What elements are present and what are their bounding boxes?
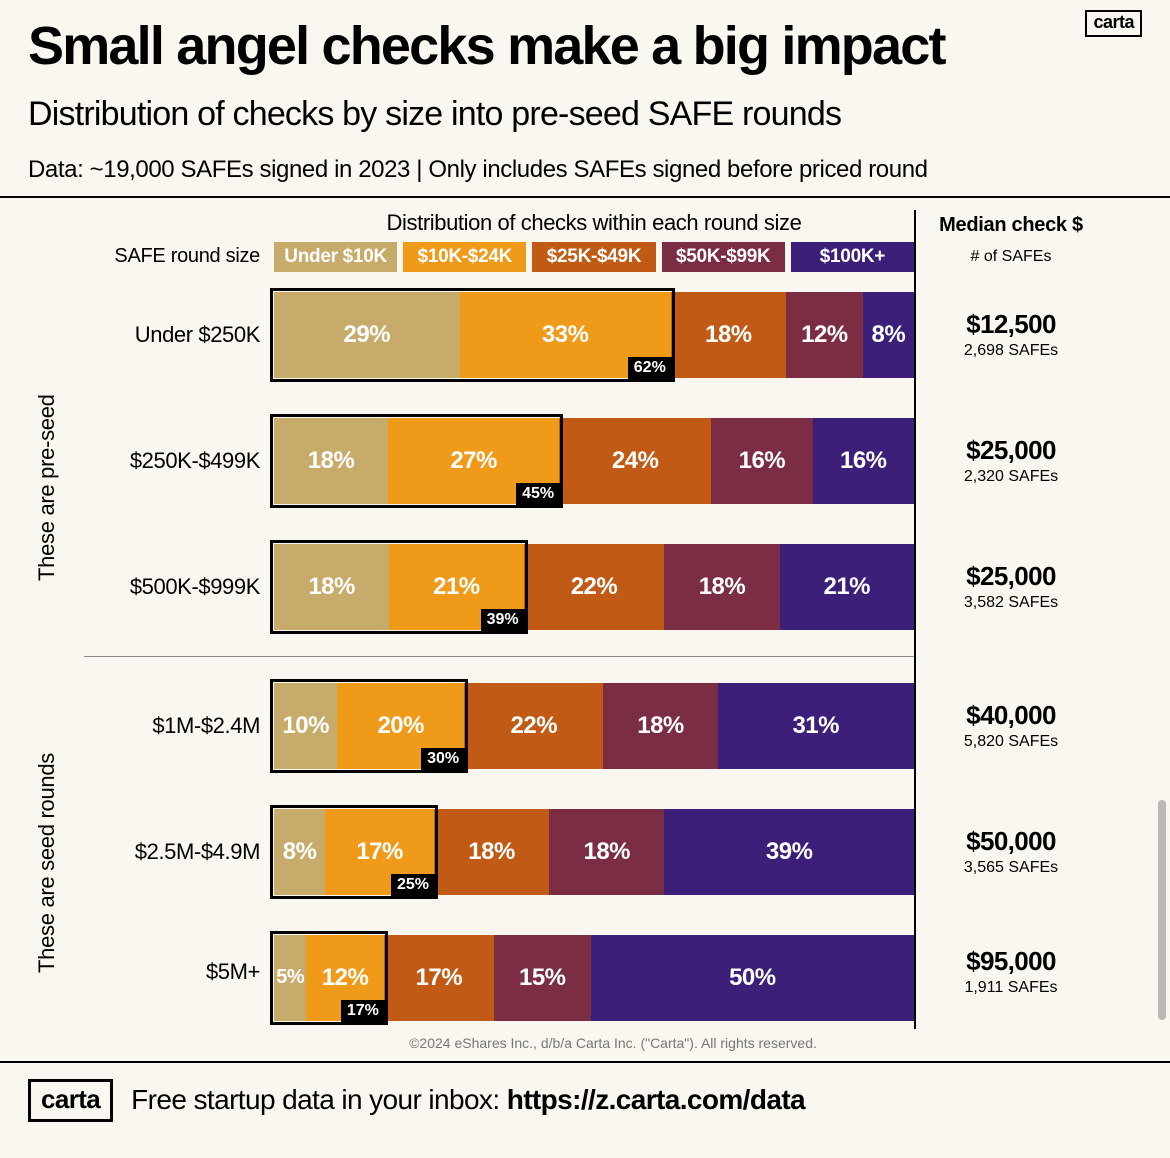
median-value: $95,000 [916, 946, 1106, 977]
bar-row: 18%21%22%18%21%39% [274, 544, 914, 630]
median-cell: $25,000 2,320 SAFEs [916, 435, 1106, 486]
bar-segment: 5% [274, 935, 306, 1021]
bar-segment: 50% [591, 935, 914, 1021]
bar-segment: 12% [786, 292, 863, 378]
legend-chip: $10K-$24K [403, 242, 526, 272]
median-value: $25,000 [916, 561, 1106, 592]
median-count: 3,565 SAFEs [916, 859, 1106, 877]
median-subheader: # of SAFEs [916, 248, 1106, 266]
bar-segment: 22% [524, 544, 665, 630]
legend-chip: $50K-$99K [662, 242, 785, 272]
row-label: $1M-$2.4M [84, 713, 274, 739]
row-label: $5M+ [84, 959, 274, 985]
brand-logo-top: carta [1085, 10, 1142, 37]
brand-logo-footer: carta [28, 1079, 113, 1122]
bar-row: 10%20%22%18%31%30% [274, 683, 914, 769]
median-count: 1,911 SAFEs [916, 979, 1106, 997]
round-size-header: SAFE round size [84, 245, 274, 268]
bar-segment: 12% [306, 935, 384, 1021]
bar-segment: 8% [863, 292, 914, 378]
median-cell: $95,000 1,911 SAFEs [916, 946, 1106, 997]
bar-segment: 27% [388, 418, 559, 504]
footer-text: Free startup data in your inbox: https:/… [131, 1084, 805, 1116]
bar-row: 18%27%24%16%16%45% [274, 418, 914, 504]
distribution-title: Distribution of checks within each round… [274, 210, 914, 242]
median-value: $12,500 [916, 309, 1106, 340]
chart-grid: Distribution of checks within each round… [84, 210, 1142, 1029]
group-divider [84, 656, 914, 657]
median-cell: $40,000 5,820 SAFEs [916, 700, 1106, 751]
bar-segment: 18% [274, 544, 389, 630]
median-value: $40,000 [916, 700, 1106, 731]
data-meta: Data: ~19,000 SAFEs signed in 2023 | Onl… [28, 156, 1142, 196]
bar-segment: 18% [664, 544, 779, 630]
median-count: 2,320 SAFEs [916, 468, 1106, 486]
bar-row: 8%17%18%18%39%25% [274, 809, 914, 895]
bar-segment: 39% [664, 809, 914, 895]
median-cell: $25,000 3,582 SAFEs [916, 561, 1106, 612]
bar-segment: 33% [460, 292, 671, 378]
bar-segment: 17% [384, 935, 494, 1021]
bar-segment: 17% [325, 809, 434, 895]
row-label: $500K-$999K [84, 574, 274, 600]
bar-segment: 15% [494, 935, 591, 1021]
page-subtitle: Distribution of checks by size into pre-… [28, 95, 1142, 134]
bar-segment: 21% [780, 544, 914, 630]
median-cell: $50,000 3,565 SAFEs [916, 826, 1106, 877]
bar-segment: 29% [274, 292, 460, 378]
bar-segment: 18% [671, 292, 786, 378]
bar-segment: 18% [274, 418, 388, 504]
chart-area: These are pre-seed These are seed rounds… [0, 198, 1170, 1061]
median-count: 2,698 SAFEs [916, 342, 1106, 360]
group-label-preseed: These are pre-seed [34, 318, 60, 658]
legend-chip: $100K+ [791, 242, 914, 272]
header: Small angel checks make a big impact Dis… [0, 0, 1170, 196]
bar-segment: 16% [813, 418, 914, 504]
legend-chip: Under $10K [274, 242, 397, 272]
median-header: Median check $ [916, 214, 1106, 237]
page-title: Small angel checks make a big impact [28, 18, 1142, 75]
footer: carta Free startup data in your inbox: h… [0, 1061, 1170, 1138]
bar-segment: 20% [337, 683, 464, 769]
row-label: $250K-$499K [84, 448, 274, 474]
copyright: ©2024 eShares Inc., d/b/a Carta Inc. ("C… [84, 1029, 1142, 1061]
legend: Under $10K$10K-$24K$25K-$49K$50K-$99K$10… [274, 242, 914, 272]
bar-segment: 22% [464, 683, 603, 769]
bar-segment: 18% [434, 809, 549, 895]
bar-row: 5%12%17%15%50%17% [274, 935, 914, 1021]
median-separator [914, 650, 916, 663]
group-label-seed: These are seed rounds [34, 688, 60, 1038]
footer-url[interactable]: https://z.carta.com/data [507, 1084, 805, 1115]
scrollbar-thumb[interactable] [1158, 800, 1166, 1020]
bar-segment: 21% [389, 544, 523, 630]
bar-segment: 10% [274, 683, 337, 769]
median-value: $25,000 [916, 435, 1106, 466]
bar-row: 29%33%18%12%8%62% [274, 292, 914, 378]
bar-segment: 31% [718, 683, 914, 769]
bar-segment: 24% [559, 418, 711, 504]
bar-segment: 18% [549, 809, 664, 895]
median-count: 3,582 SAFEs [916, 594, 1106, 612]
row-label: Under $250K [84, 322, 274, 348]
median-cell: $12,500 2,698 SAFEs [916, 309, 1106, 360]
bar-segment: 8% [274, 809, 325, 895]
bar-segment: 18% [603, 683, 717, 769]
legend-chip: $25K-$49K [532, 242, 655, 272]
footer-prefix: Free startup data in your inbox: [131, 1084, 507, 1115]
bar-segment: 16% [711, 418, 812, 504]
median-value: $50,000 [916, 826, 1106, 857]
row-label: $2.5M-$4.9M [84, 839, 274, 865]
median-count: 5,820 SAFEs [916, 733, 1106, 751]
